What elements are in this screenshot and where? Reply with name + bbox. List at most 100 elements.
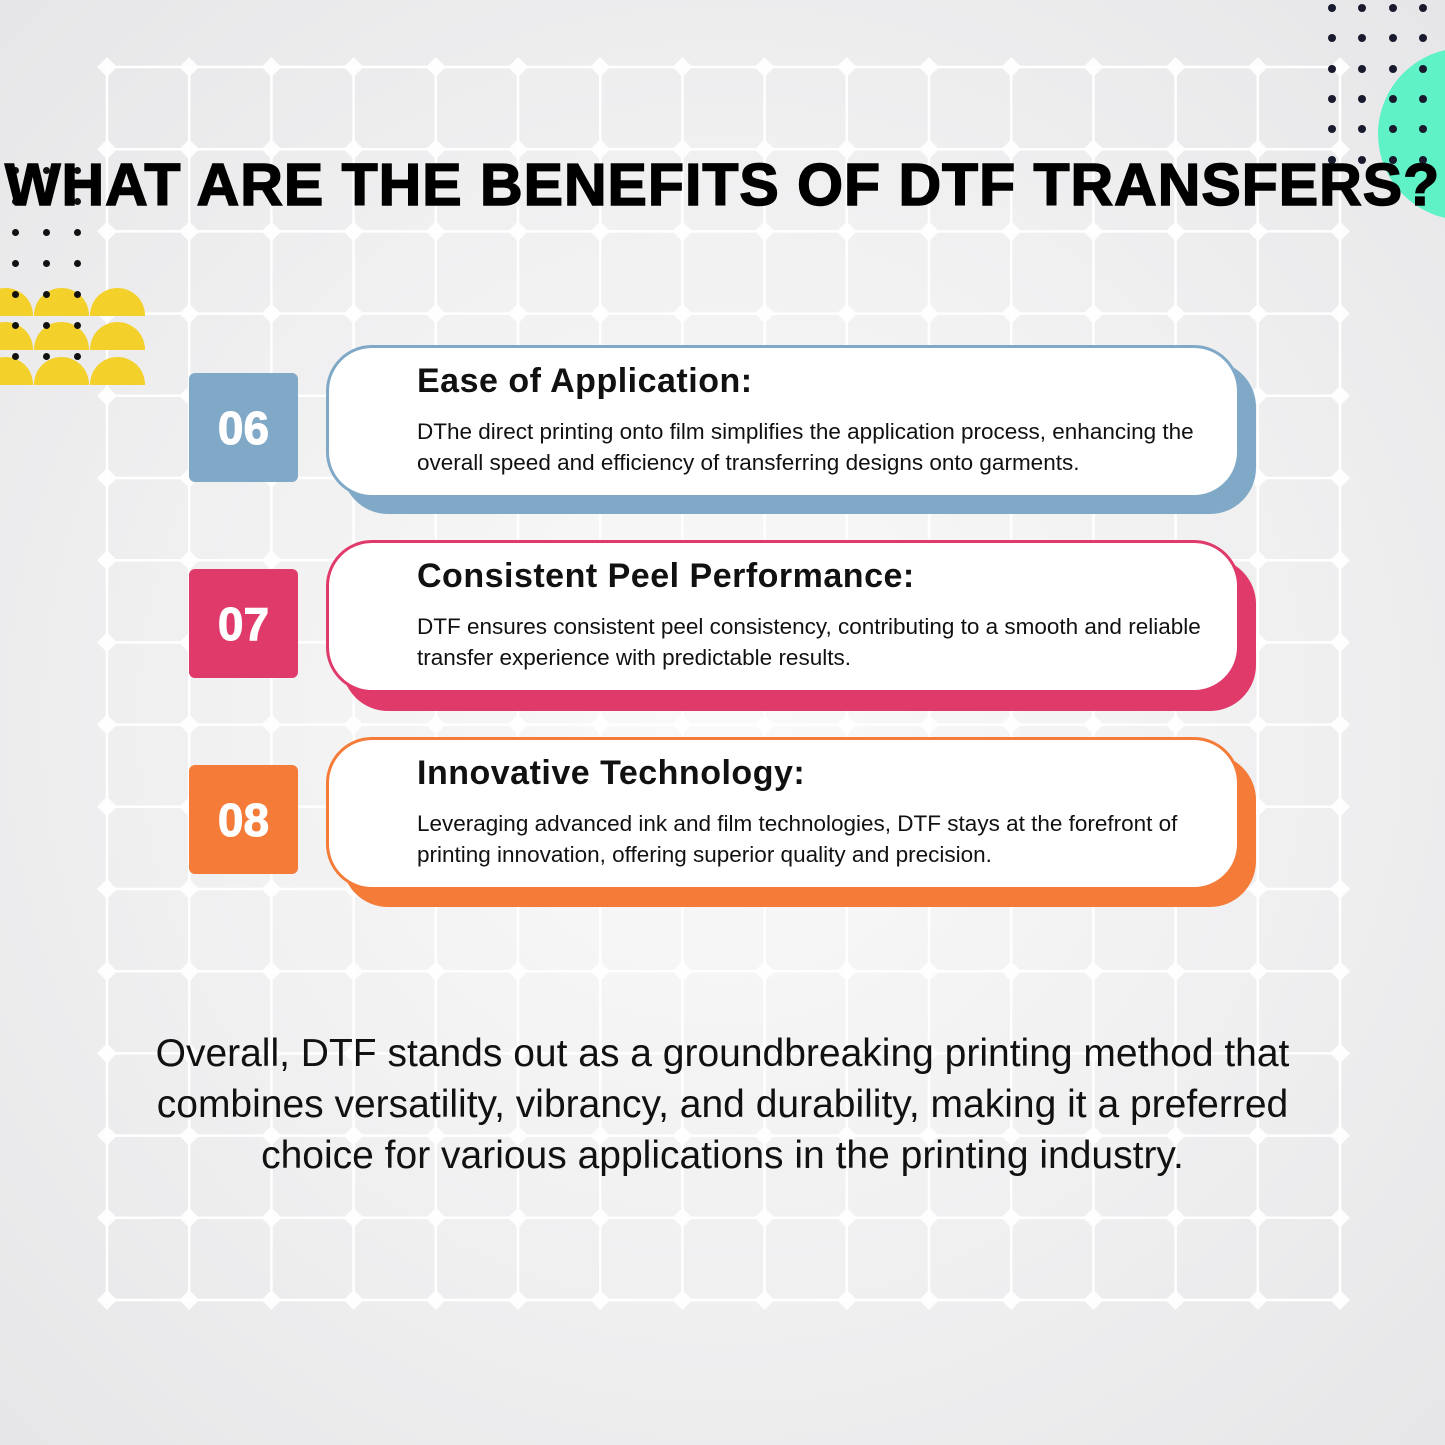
grid-diamond: [672, 221, 693, 242]
grid-diamond: [919, 303, 939, 324]
grid-diamond: [1165, 714, 1186, 735]
grid-diamond: [97, 1043, 117, 1064]
grid-diamond: [836, 139, 857, 160]
grid-diamond: [1083, 961, 1104, 982]
benefit-title: Consistent Peel Performance:: [417, 557, 915, 595]
grid-diamond: [919, 57, 939, 77]
benefit-card: Consistent Peel Performance: DTF ensures…: [326, 540, 1240, 693]
grid-diamond: [508, 1043, 528, 1064]
grid-diamond: [425, 221, 446, 242]
grid-diamond: [754, 1290, 775, 1310]
grid-diamond: [1165, 1043, 1186, 1064]
grid-diamond: [1247, 961, 1268, 982]
grid-diamond: [919, 139, 939, 160]
dot: [1358, 4, 1366, 12]
grid-diamond: [1330, 1207, 1350, 1228]
grid-diamond: [261, 1043, 282, 1064]
grid-diamond: [97, 1125, 117, 1146]
grid-diamond: [1083, 1207, 1104, 1228]
grid-diamond: [343, 139, 364, 160]
grid-diamond: [1247, 714, 1268, 735]
grid-diamond: [1330, 1290, 1350, 1310]
grid-diamond: [1330, 57, 1350, 77]
grid-diamond: [261, 303, 282, 324]
grid-diamond: [1001, 1125, 1022, 1146]
grid-diamond: [179, 1043, 200, 1064]
grid-diamond: [590, 961, 611, 982]
grid-diamond: [261, 139, 282, 160]
grid-diamond: [179, 57, 200, 77]
grid-diamond: [343, 961, 364, 982]
dot: [12, 167, 19, 174]
grid-diamond: [1330, 303, 1350, 324]
grid-diamond: [261, 1207, 282, 1228]
grid-diamond: [508, 714, 528, 735]
grid-diamond: [343, 303, 364, 324]
grid-diamond: [590, 221, 611, 242]
grid-diamond: [261, 57, 282, 77]
grid-diamond: [1247, 1043, 1268, 1064]
page-title: WHAT ARE THE BENEFITS OF DTF TRANSFERS?: [4, 151, 1441, 219]
grid-diamond: [425, 1125, 446, 1146]
dot: [1358, 95, 1366, 103]
grid-diamond: [97, 714, 117, 735]
dot: [74, 260, 81, 267]
dot: [1419, 95, 1427, 103]
grid-diamond: [1247, 1125, 1268, 1146]
grid-diamond: [1001, 714, 1022, 735]
grid-diamond: [97, 1207, 117, 1228]
grid-diamond: [1001, 139, 1022, 160]
dot: [1419, 65, 1427, 73]
grid-diamond: [425, 57, 446, 77]
dot: [1419, 34, 1427, 42]
grid-diamond: [261, 1125, 282, 1146]
dot: [1328, 34, 1336, 42]
grid-diamond: [1330, 714, 1350, 735]
grid-diamond: [179, 879, 200, 899]
grid-diamond: [343, 221, 364, 242]
benefit-card: Ease of Application: DThe direct printin…: [326, 345, 1240, 498]
dot: [1328, 4, 1336, 12]
grid-diamond: [179, 1125, 200, 1146]
dot: [74, 353, 81, 360]
grid-diamond: [1330, 385, 1350, 406]
grid-diamond: [1165, 1207, 1186, 1228]
dot: [1419, 125, 1427, 133]
number-badge: 08: [189, 765, 298, 874]
dot: [12, 229, 19, 236]
benefit-title: Innovative Technology:: [417, 754, 806, 792]
grid-diamond: [836, 961, 857, 982]
grid-diamond: [97, 632, 117, 653]
grid-diamond: [754, 303, 775, 324]
grid-diamond: [836, 1207, 857, 1228]
dot: [1328, 125, 1336, 133]
dot: [1358, 156, 1366, 164]
grid-diamond: [836, 1125, 857, 1146]
grid-diamond: [1247, 139, 1268, 160]
benefit-description: DTF ensures consistent peel consistency,…: [417, 614, 1201, 670]
grid-diamond: [1247, 1207, 1268, 1228]
grid-diamond: [343, 1125, 364, 1146]
grid-diamond: [508, 961, 528, 982]
grid-diamond: [754, 1043, 775, 1064]
dot: [1419, 4, 1427, 12]
grid-diamond: [343, 1043, 364, 1064]
grid-diamond: [261, 879, 282, 899]
grid-diamond: [836, 221, 857, 242]
dot: [74, 322, 81, 329]
grid-diamond: [1083, 1290, 1104, 1310]
teal-circle-decoration: [1378, 50, 1445, 218]
grid-diamond: [1247, 550, 1268, 571]
dot: [43, 260, 50, 267]
grid-diamond: [425, 139, 446, 160]
dot: [12, 322, 19, 329]
grid-diamond: [343, 57, 364, 77]
grid-diamond: [1001, 1290, 1022, 1310]
grid-diamond: [672, 1125, 693, 1146]
grid-diamond: [179, 961, 200, 982]
grid-diamond: [672, 303, 693, 324]
grid-diamond: [261, 714, 282, 735]
dot: [43, 198, 50, 205]
grid-diamond: [261, 961, 282, 982]
conclusion-text: Overall, DTF stands out as a groundbreak…: [155, 1032, 1290, 1177]
